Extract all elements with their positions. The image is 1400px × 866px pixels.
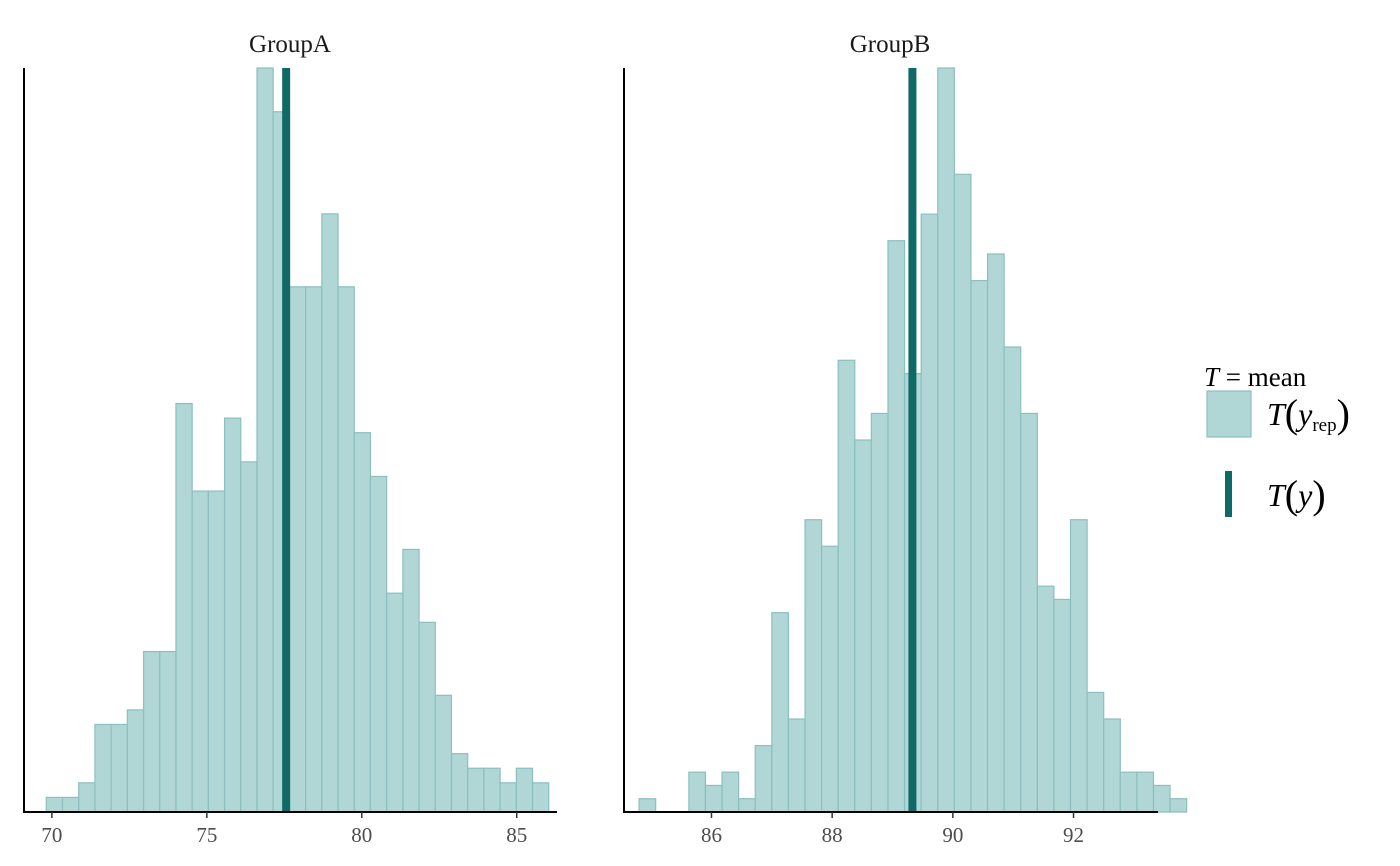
histogram-bar bbox=[986, 253, 1005, 813]
legend-label-yrep: T(yrep) bbox=[1267, 391, 1350, 436]
observed-line-groupa bbox=[282, 68, 291, 812]
histogram-bar bbox=[531, 782, 550, 813]
histogram-bar bbox=[1119, 771, 1138, 813]
legend: T = mean T(yrep) T(y) bbox=[1204, 362, 1350, 517]
histogram-bar bbox=[61, 796, 80, 813]
histogram-bar bbox=[953, 173, 972, 813]
histogram-bar bbox=[1020, 412, 1038, 813]
histogram-bar bbox=[787, 718, 806, 813]
x-ticks-groupa: 70 75 80 85 bbox=[41, 812, 527, 847]
histogram-bar bbox=[402, 548, 420, 813]
x-ticks-groupb: 86 88 90 92 bbox=[701, 812, 1084, 847]
observed-stat-line bbox=[282, 68, 291, 812]
histogram-bar bbox=[937, 67, 955, 813]
histogram-bar bbox=[688, 771, 707, 813]
histogram-bar bbox=[1136, 771, 1155, 813]
legend-key-yrep bbox=[1206, 390, 1252, 438]
histogram-bar bbox=[126, 709, 145, 813]
histogram-bar bbox=[223, 417, 242, 813]
legend-title: T = mean bbox=[1204, 362, 1307, 392]
histogram-bar bbox=[159, 650, 177, 813]
histogram-bar bbox=[837, 359, 856, 813]
histogram-bar bbox=[1086, 691, 1105, 813]
histogram-bar bbox=[1036, 585, 1055, 813]
histogram-bar bbox=[754, 744, 773, 813]
legend-label-y: T(y) bbox=[1267, 472, 1326, 517]
histogram-bar bbox=[821, 545, 839, 813]
facet-groupa: GroupA 70 75 80 85 bbox=[23, 31, 557, 847]
histogram-bar bbox=[1103, 718, 1121, 813]
histogram-bar bbox=[191, 490, 209, 813]
histogram-bar bbox=[434, 694, 453, 813]
x-tick-label: 88 bbox=[822, 823, 843, 847]
x-tick-label: 92 bbox=[1063, 823, 1084, 847]
histogram-bar bbox=[738, 798, 756, 813]
histogram-bar bbox=[1069, 519, 1088, 813]
x-tick-label: 86 bbox=[701, 823, 722, 847]
histogram-bar bbox=[804, 519, 823, 813]
histogram-bar bbox=[288, 286, 307, 813]
histogram-bar bbox=[369, 475, 388, 813]
histogram-bar bbox=[920, 213, 939, 813]
histogram-bar bbox=[353, 432, 372, 813]
histogram-bar bbox=[1152, 784, 1171, 813]
observed-line-groupb bbox=[908, 68, 917, 812]
histogram-bar bbox=[887, 240, 906, 813]
histogram-bar bbox=[1003, 346, 1022, 813]
histogram-bar bbox=[305, 286, 323, 813]
histogram-bar bbox=[207, 490, 226, 813]
histogram-bar bbox=[240, 461, 258, 813]
histogram-bar bbox=[175, 402, 193, 813]
histogram-bar bbox=[386, 592, 404, 813]
x-tick-label: 85 bbox=[506, 823, 527, 847]
histogram-bar bbox=[78, 782, 96, 813]
histogram-bar bbox=[499, 782, 517, 813]
histogram-bar bbox=[321, 213, 339, 813]
histogram-bar bbox=[110, 723, 128, 813]
facet-title-groupa: GroupA bbox=[249, 31, 331, 58]
x-tick-label: 75 bbox=[196, 823, 217, 847]
legend-key-y bbox=[1225, 471, 1232, 517]
histogram-bar bbox=[771, 612, 790, 813]
histogram-bars-groupb bbox=[638, 67, 1188, 813]
histogram-bar bbox=[256, 67, 274, 813]
histogram-bar bbox=[704, 784, 723, 813]
observed-stat-line bbox=[908, 68, 917, 812]
histogram-bar bbox=[45, 796, 64, 813]
x-tick-label: 80 bbox=[351, 823, 372, 847]
histogram-bar bbox=[721, 771, 740, 813]
histogram-bar bbox=[970, 279, 989, 813]
histogram-bar bbox=[1169, 798, 1188, 813]
histogram-bar bbox=[142, 650, 161, 813]
x-tick-label: 90 bbox=[942, 823, 963, 847]
histogram-bar bbox=[450, 753, 469, 813]
histogram-bar bbox=[515, 767, 534, 813]
facet-title-groupb: GroupB bbox=[850, 31, 931, 58]
histogram-bar bbox=[870, 412, 889, 813]
histogram-bars-groupa bbox=[45, 67, 550, 813]
histogram-bar bbox=[854, 439, 872, 813]
histogram-bar bbox=[94, 723, 112, 813]
histogram-bar bbox=[1053, 598, 1072, 813]
histogram-bar bbox=[418, 621, 436, 813]
histogram-bar bbox=[638, 798, 657, 813]
facet-groupb: GroupB 86 88 90 92 bbox=[623, 31, 1188, 847]
histogram-bar bbox=[337, 286, 355, 813]
histogram-bar bbox=[483, 767, 501, 813]
x-tick-label: 70 bbox=[41, 823, 62, 847]
histogram-bar bbox=[467, 767, 485, 813]
